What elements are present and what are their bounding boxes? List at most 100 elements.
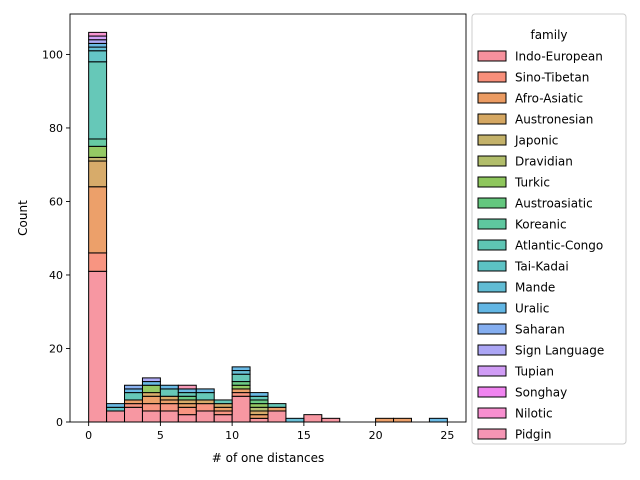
bar-segment — [141, 410, 161, 423]
legend-label: Turkic — [514, 176, 550, 190]
bar-segment — [159, 395, 179, 401]
bar-segment — [303, 414, 323, 423]
legend-label: Songhay — [515, 386, 567, 400]
x-tick-label: 10 — [225, 429, 239, 442]
bar-segment — [249, 395, 269, 401]
legend-frame — [471, 13, 627, 445]
bar-segment — [124, 403, 143, 408]
bar-segment — [177, 403, 197, 408]
bar-segment — [195, 392, 215, 401]
x-tick-label: 25 — [440, 429, 454, 442]
bar-segment — [141, 377, 161, 383]
bar-segment — [177, 384, 197, 390]
bar-segment — [177, 406, 197, 416]
legend-swatch — [477, 176, 507, 188]
legend-label: Austroasiatic — [515, 197, 593, 211]
legend-swatch — [477, 113, 507, 125]
bar-segment — [88, 270, 108, 423]
legend-items: Indo-European Sino-Tibetan Afro-Asiatic Aus… — [477, 50, 604, 442]
bar-segment — [159, 403, 179, 412]
legend-swatch — [477, 155, 507, 167]
bar-segment — [267, 410, 287, 423]
legend-label: Afro-Asiatic — [515, 92, 583, 106]
bars-layer — [88, 31, 448, 423]
bar-segment — [88, 31, 108, 37]
bar-segment — [213, 406, 233, 412]
bar-segment — [231, 388, 251, 394]
bar-segment — [88, 156, 108, 162]
bar-segment — [213, 410, 233, 416]
y-tick-label: 100 — [42, 48, 63, 61]
bar-segment — [106, 403, 126, 408]
legend-swatch — [477, 134, 507, 146]
plot-frame — [69, 13, 467, 423]
bar-segment — [88, 46, 108, 52]
x-axis: 0 5 10 15 20 25 — [85, 422, 454, 442]
bar-segment — [195, 410, 215, 423]
bar-segment — [124, 399, 143, 405]
bar-segment — [106, 406, 126, 412]
bar-segment — [195, 399, 215, 405]
bar-segment — [195, 403, 215, 412]
legend-label: Tupian — [514, 365, 554, 379]
y-tick-label: 80 — [49, 122, 63, 135]
bar-segment — [267, 403, 287, 408]
bar-segment — [124, 392, 143, 401]
bar-segment — [231, 366, 251, 372]
bar-segment — [88, 186, 108, 254]
legend-label: Sign Language — [515, 344, 604, 358]
legend-label: Saharan — [515, 323, 565, 337]
bar-segment — [141, 403, 161, 412]
x-tick-label: 5 — [157, 429, 164, 442]
bar-segment — [159, 384, 179, 390]
legend-label: Mande — [515, 281, 555, 295]
y-tick-label: 20 — [49, 342, 63, 355]
bar-segment — [195, 388, 215, 394]
legend-swatch — [477, 260, 507, 272]
bar-segment — [88, 252, 108, 272]
legend-label: Atlantic-Congo — [515, 239, 603, 253]
bar-segment — [231, 381, 251, 386]
bar-segment — [231, 373, 251, 383]
legend-label: Austronesian — [515, 113, 593, 127]
y-axis-label: Count — [16, 200, 30, 236]
bar-segment — [321, 417, 341, 423]
x-tick-label: 20 — [369, 429, 383, 442]
bar-segment — [177, 388, 197, 394]
bar-segment — [249, 403, 269, 408]
x-tick-label: 0 — [85, 429, 92, 442]
bar-segment — [177, 395, 197, 401]
bar-segment — [141, 395, 161, 405]
legend-label: Sino-Tibetan — [515, 71, 589, 85]
bar-segment — [231, 395, 251, 423]
bar-segment — [249, 392, 269, 397]
bar-segment — [213, 414, 233, 423]
bar-segment — [88, 39, 108, 44]
bar-segment — [159, 399, 179, 405]
x-axis-label: # of one distances — [212, 451, 325, 465]
bar-segment — [124, 384, 143, 390]
x-tick-label: 15 — [297, 429, 311, 442]
legend-label: Indo-European — [515, 50, 603, 64]
bar-segment — [124, 388, 143, 394]
legend-swatch — [477, 323, 507, 335]
legend-label: Dravidian — [515, 155, 573, 169]
bar-segment — [88, 138, 108, 147]
bar-segment — [88, 145, 108, 158]
bar-segment — [231, 392, 251, 397]
bar-segment — [177, 392, 197, 397]
legend-swatch — [477, 407, 507, 419]
bar-segment — [267, 406, 287, 412]
bar-segment — [231, 384, 251, 390]
legend-swatch — [477, 302, 507, 314]
legend-swatch — [477, 197, 507, 209]
legend-swatch — [477, 281, 507, 293]
bar-segment — [88, 35, 108, 41]
bar-segment — [249, 406, 269, 412]
bar-segment — [88, 61, 108, 140]
legend-swatch — [477, 92, 507, 104]
bar-segment — [177, 399, 197, 405]
y-tick-label: 60 — [49, 195, 63, 208]
legend-swatch — [477, 365, 507, 377]
y-axis: 0 20 40 60 80 100 — [42, 48, 70, 429]
